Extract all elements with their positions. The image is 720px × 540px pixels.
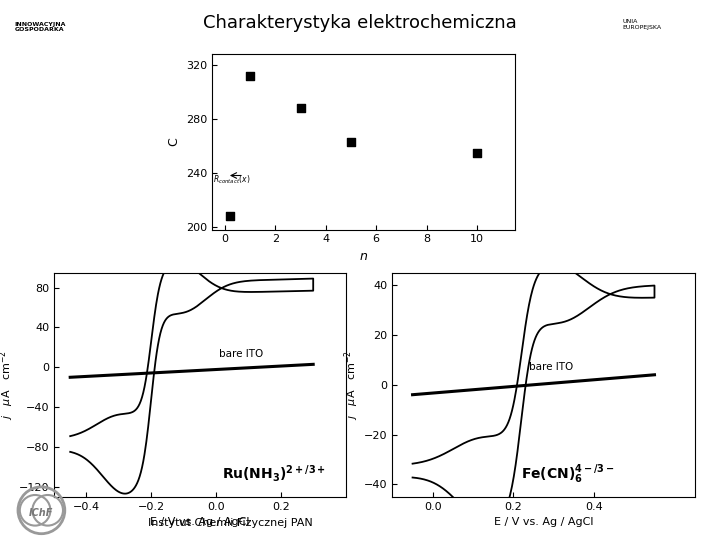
Y-axis label: C: C [168, 137, 181, 146]
Point [345, 138, 356, 146]
X-axis label: E / V vs. Ag / AgCl: E / V vs. Ag / AgCl [150, 517, 250, 527]
Text: Charakterystyka elektrochemiczna: Charakterystyka elektrochemiczna [203, 14, 517, 31]
X-axis label: n: n [360, 250, 367, 263]
Text: $\mathbf{Fe(CN)_6^{4-/3-}}$: $\mathbf{Fe(CN)_6^{4-/3-}}$ [521, 463, 615, 487]
Text: bare ITO: bare ITO [529, 362, 574, 372]
Text: bare ITO: bare ITO [220, 349, 264, 359]
Text: INNOWACYJNA
GOSPODARKA: INNOWACYJNA GOSPODARKA [14, 22, 66, 32]
Point [244, 71, 256, 80]
Text: UNIA
EUROPEJSKA: UNIA EUROPEJSKA [623, 19, 662, 30]
Text: Instytut Chemii Fizycznej PAN: Instytut Chemii Fizycznej PAN [148, 518, 312, 528]
Point [295, 104, 307, 112]
Y-axis label: $j$   $\mu$A   cm$^{-2}$: $j$ $\mu$A cm$^{-2}$ [343, 350, 361, 420]
Point [224, 212, 235, 220]
Point [471, 148, 482, 157]
Text: IChF: IChF [30, 508, 53, 518]
Y-axis label: $j$   $\mu$A   cm$^{-2}$: $j$ $\mu$A cm$^{-2}$ [0, 350, 16, 420]
Text: $R_{contact}(x)$: $R_{contact}(x)$ [213, 173, 251, 186]
Text: $\mathbf{Ru(NH_3)^{2+/3+}}$: $\mathbf{Ru(NH_3)^{2+/3+}}$ [222, 463, 326, 484]
X-axis label: E / V vs. Ag / AgCl: E / V vs. Ag / AgCl [494, 517, 593, 527]
